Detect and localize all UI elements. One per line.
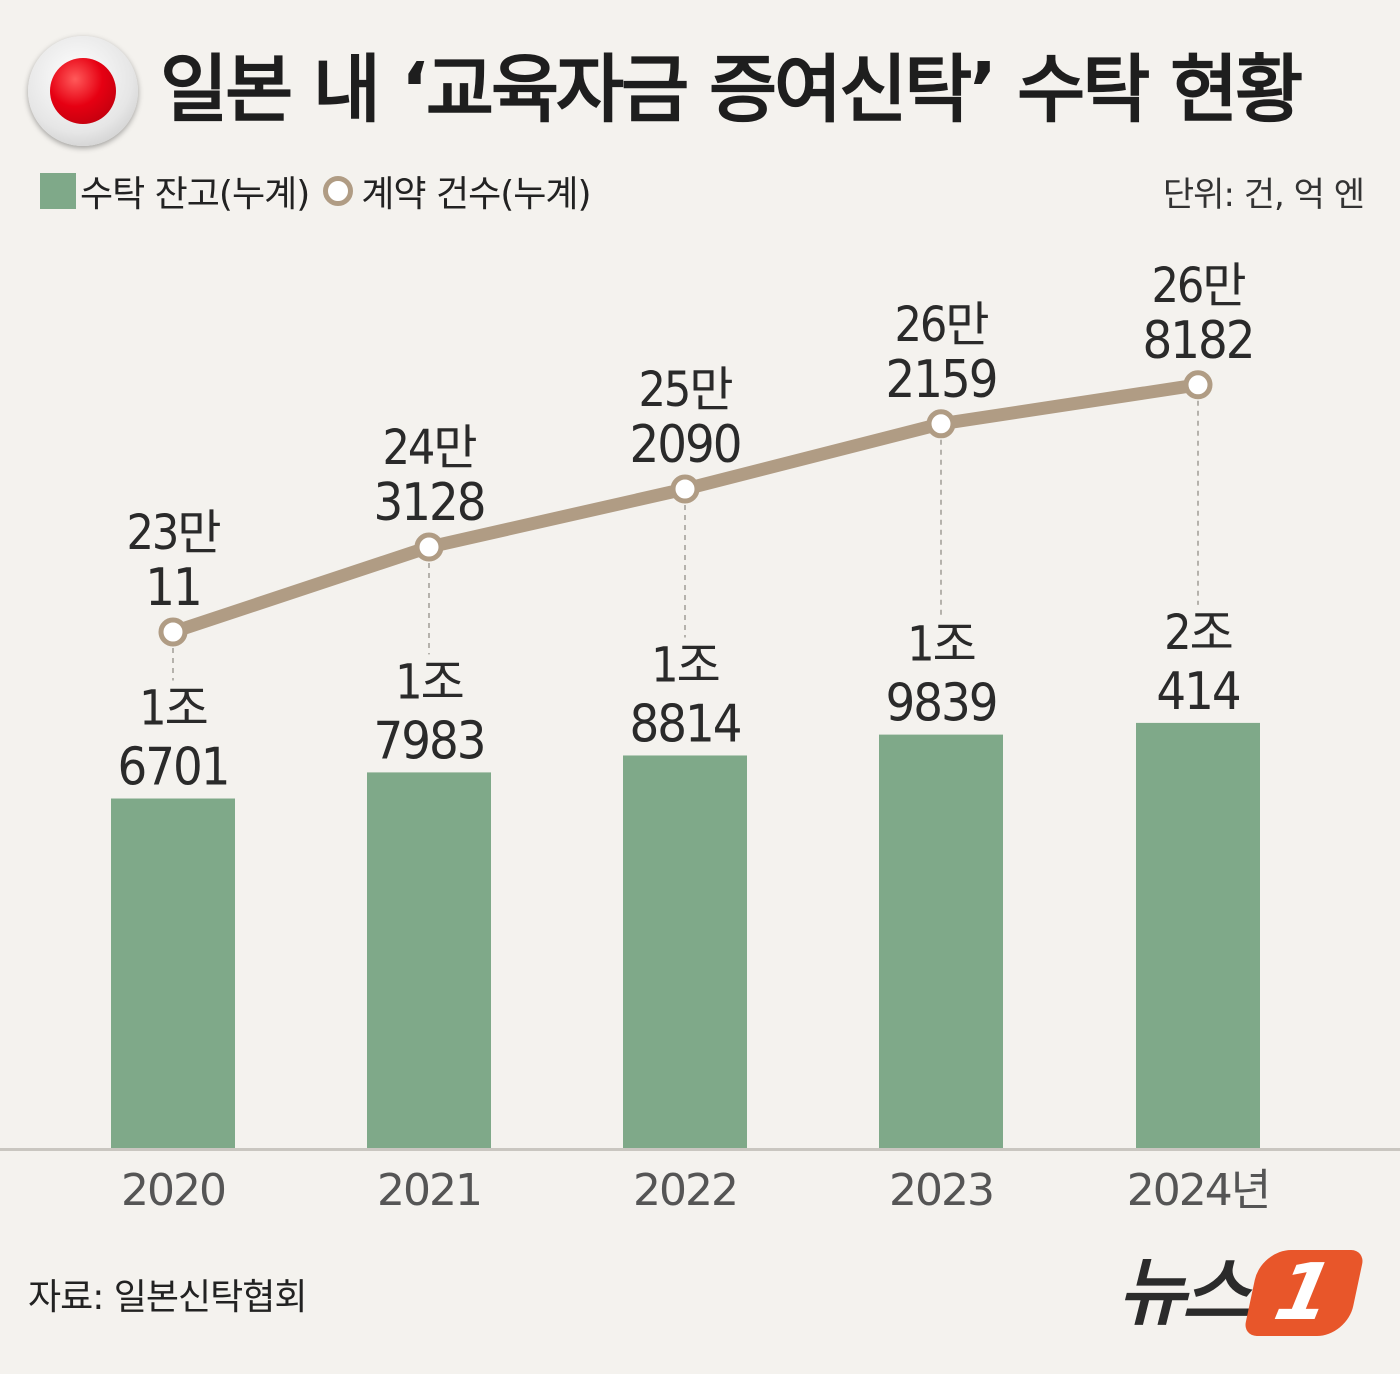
line-marker-2021 [414, 532, 444, 562]
bar-2022 [623, 755, 747, 1148]
line-data-label: 2159 [885, 350, 996, 410]
bar-2020 [111, 798, 235, 1148]
x-axis-baseline [0, 1148, 1400, 1151]
logo-mark-text: 1 [1267, 1248, 1341, 1338]
line-data-label: 3128 [373, 473, 484, 533]
line-data-label: 26만 [1151, 258, 1245, 314]
line-data-label: 23만 [126, 505, 220, 561]
line-data-label: 11 [145, 558, 201, 618]
bar-data-label: 7983 [373, 711, 484, 771]
bar-data-label: 9839 [885, 674, 996, 734]
bar-data-label: 1조 [907, 617, 975, 673]
bar-data-label: 2조 [1164, 605, 1232, 661]
x-tick-label: 2022 [633, 1165, 737, 1216]
legend-line-label: 계약 건수(누계) [361, 174, 591, 215]
bar-2023 [879, 734, 1003, 1148]
bar-2021 [367, 772, 491, 1148]
source-label: 자료: 일본신탁협회 [28, 1277, 308, 1318]
bar-data-label: 1조 [395, 654, 463, 710]
flag-red-disc [50, 58, 116, 124]
line-marker-2023 [926, 409, 956, 439]
bar-data-label: 8814 [629, 694, 740, 754]
legend-bar-label: 수탁 잔고(누계) [80, 174, 310, 215]
line-data-label: 25만 [638, 362, 732, 418]
x-tick-label: 2021 [377, 1165, 481, 1216]
bar-2024년 [1136, 722, 1260, 1148]
x-tick-label: 2020 [121, 1165, 225, 1216]
line-data-label: 26만 [894, 297, 988, 353]
legend: 수탁 잔고(누계) 계약 건수(누계) [40, 168, 592, 215]
logo-text: 뉴스 [1118, 1250, 1250, 1336]
line-marker-2020 [158, 617, 188, 647]
japan-flag-icon [28, 36, 138, 146]
x-tick-label: 2023 [889, 1165, 993, 1216]
x-tick-label: 2024년 [1127, 1165, 1269, 1216]
line-data-label: 8182 [1142, 311, 1253, 371]
unit-label: 단위: 건, 억 엔 [1162, 174, 1365, 215]
line-data-label: 2090 [629, 415, 740, 475]
news1-logo: 뉴스 1 [1118, 1248, 1366, 1338]
line-data-label: 24만 [382, 420, 476, 476]
line-marker-2024년 [1183, 370, 1213, 400]
bar-data-label: 1조 [651, 637, 719, 693]
line-marker-2022 [670, 474, 700, 504]
hollow-circle-icon [323, 176, 354, 206]
bar-data-label: 414 [1156, 662, 1240, 722]
chart-title: 일본 내 ‘교육자금 증여신탁’ 수탁 현황 [160, 47, 1303, 133]
logo-mark: 1 [1243, 1248, 1366, 1338]
green-square-icon [40, 173, 76, 209]
bar-data-label: 1조 [139, 681, 207, 737]
bar-data-label: 6701 [117, 738, 228, 798]
